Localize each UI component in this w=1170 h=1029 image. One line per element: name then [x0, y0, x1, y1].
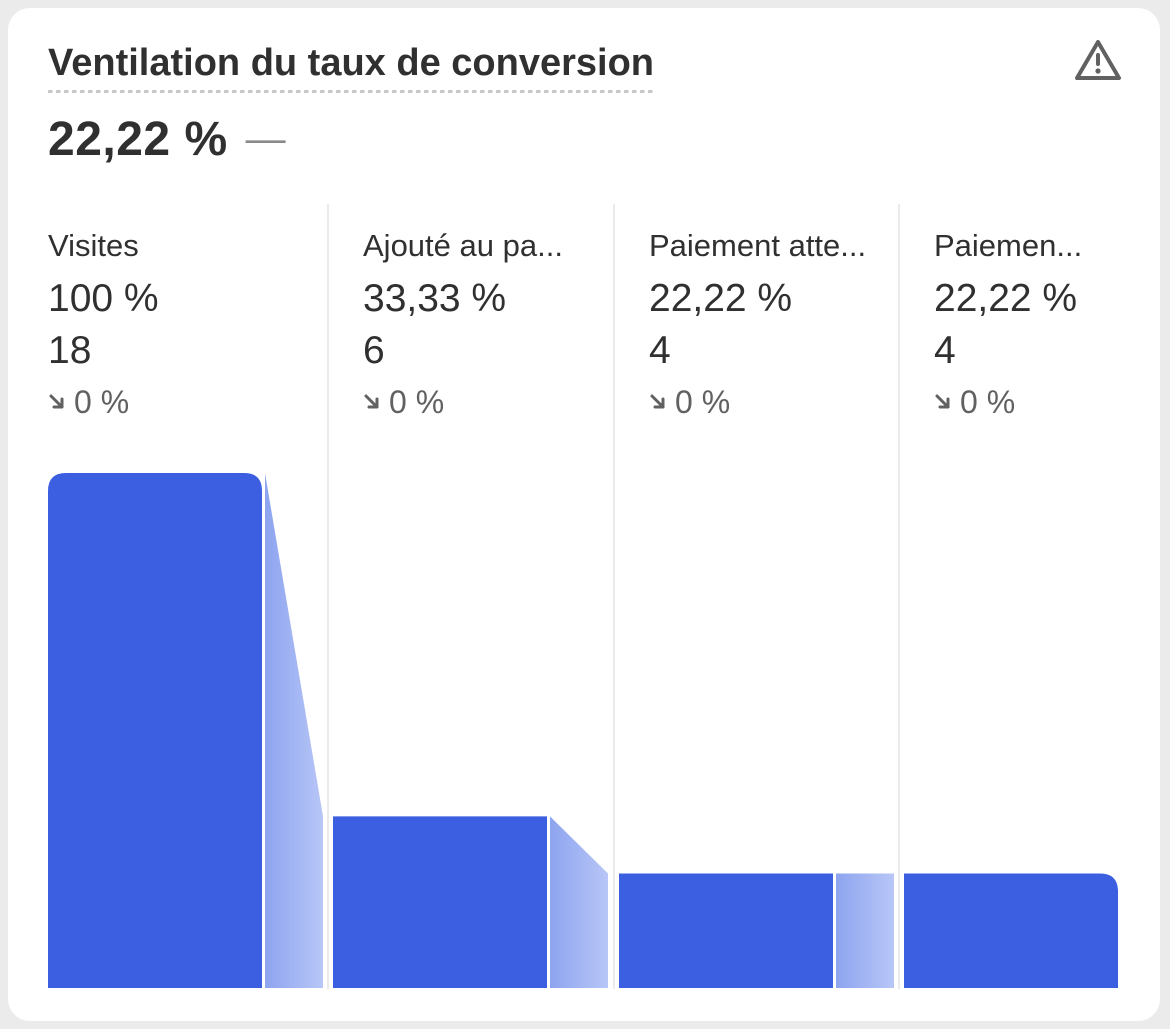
column-divider — [327, 204, 329, 989]
step-percentage: 22,22 % — [934, 277, 1078, 320]
step-change-value: 0 % — [74, 384, 130, 420]
step-change: 0 % — [934, 382, 1144, 422]
conversion-rate-value: 22,22 % — [48, 113, 228, 166]
column-divider — [613, 204, 615, 989]
funnel-bar[interactable] — [48, 473, 262, 988]
arrow-down-right-icon — [935, 394, 950, 409]
step-percentage: 33,33 % — [363, 277, 507, 320]
step-label: Paiemen... — [934, 228, 1083, 263]
step-change: 0 % — [649, 382, 899, 422]
step-change: 0 % — [363, 382, 613, 422]
step-count: 4 — [934, 329, 956, 372]
funnel-dropoff-connector — [265, 473, 323, 988]
funnel-dropoff-connector — [836, 873, 894, 988]
funnel-dropoff-connector — [550, 816, 608, 988]
step-change-value: 0 % — [675, 384, 731, 420]
warning-triangle-icon[interactable] — [1074, 38, 1122, 82]
step-change-value: 0 % — [960, 384, 1016, 420]
step-label: Ajouté au pa... — [363, 228, 563, 263]
funnel-step-checkout-completed: Paiemen... 22,22 % 4 0 % — [934, 226, 1144, 422]
conversion-breakdown-card: Ventilation du taux de conversion 22,22 … — [8, 8, 1160, 1021]
arrow-down-right-icon — [49, 394, 64, 409]
step-percentage: 100 % — [48, 277, 159, 320]
column-divider — [898, 204, 900, 989]
funnel-step-checkout-reached: Paiement atte... 22,22 % 4 0 % — [649, 226, 899, 422]
arrow-down-right-icon — [364, 394, 379, 409]
conversion-rate-change: — — [245, 117, 286, 161]
funnel-bar[interactable] — [333, 816, 547, 988]
step-percentage: 22,22 % — [649, 277, 793, 320]
arrow-down-right-icon — [650, 394, 665, 409]
step-count: 18 — [48, 329, 92, 372]
conversion-funnel-chart — [48, 473, 1118, 988]
step-count: 6 — [363, 329, 385, 372]
total-conversion-metric: 22,22 % — — [48, 112, 286, 167]
step-change-value: 0 % — [389, 384, 445, 420]
step-label: Paiement atte... — [649, 228, 867, 263]
step-label: Visites — [48, 228, 139, 263]
funnel-bar[interactable] — [619, 873, 833, 988]
funnel-step-added-to-cart: Ajouté au pa... 33,33 % 6 0 % — [363, 226, 613, 422]
card-title[interactable]: Ventilation du taux de conversion — [48, 42, 654, 93]
step-change: 0 % — [48, 382, 298, 422]
step-count: 4 — [649, 329, 671, 372]
funnel-step-visits: Visites 100 % 18 0 % — [48, 226, 298, 422]
funnel-bar[interactable] — [904, 873, 1118, 988]
